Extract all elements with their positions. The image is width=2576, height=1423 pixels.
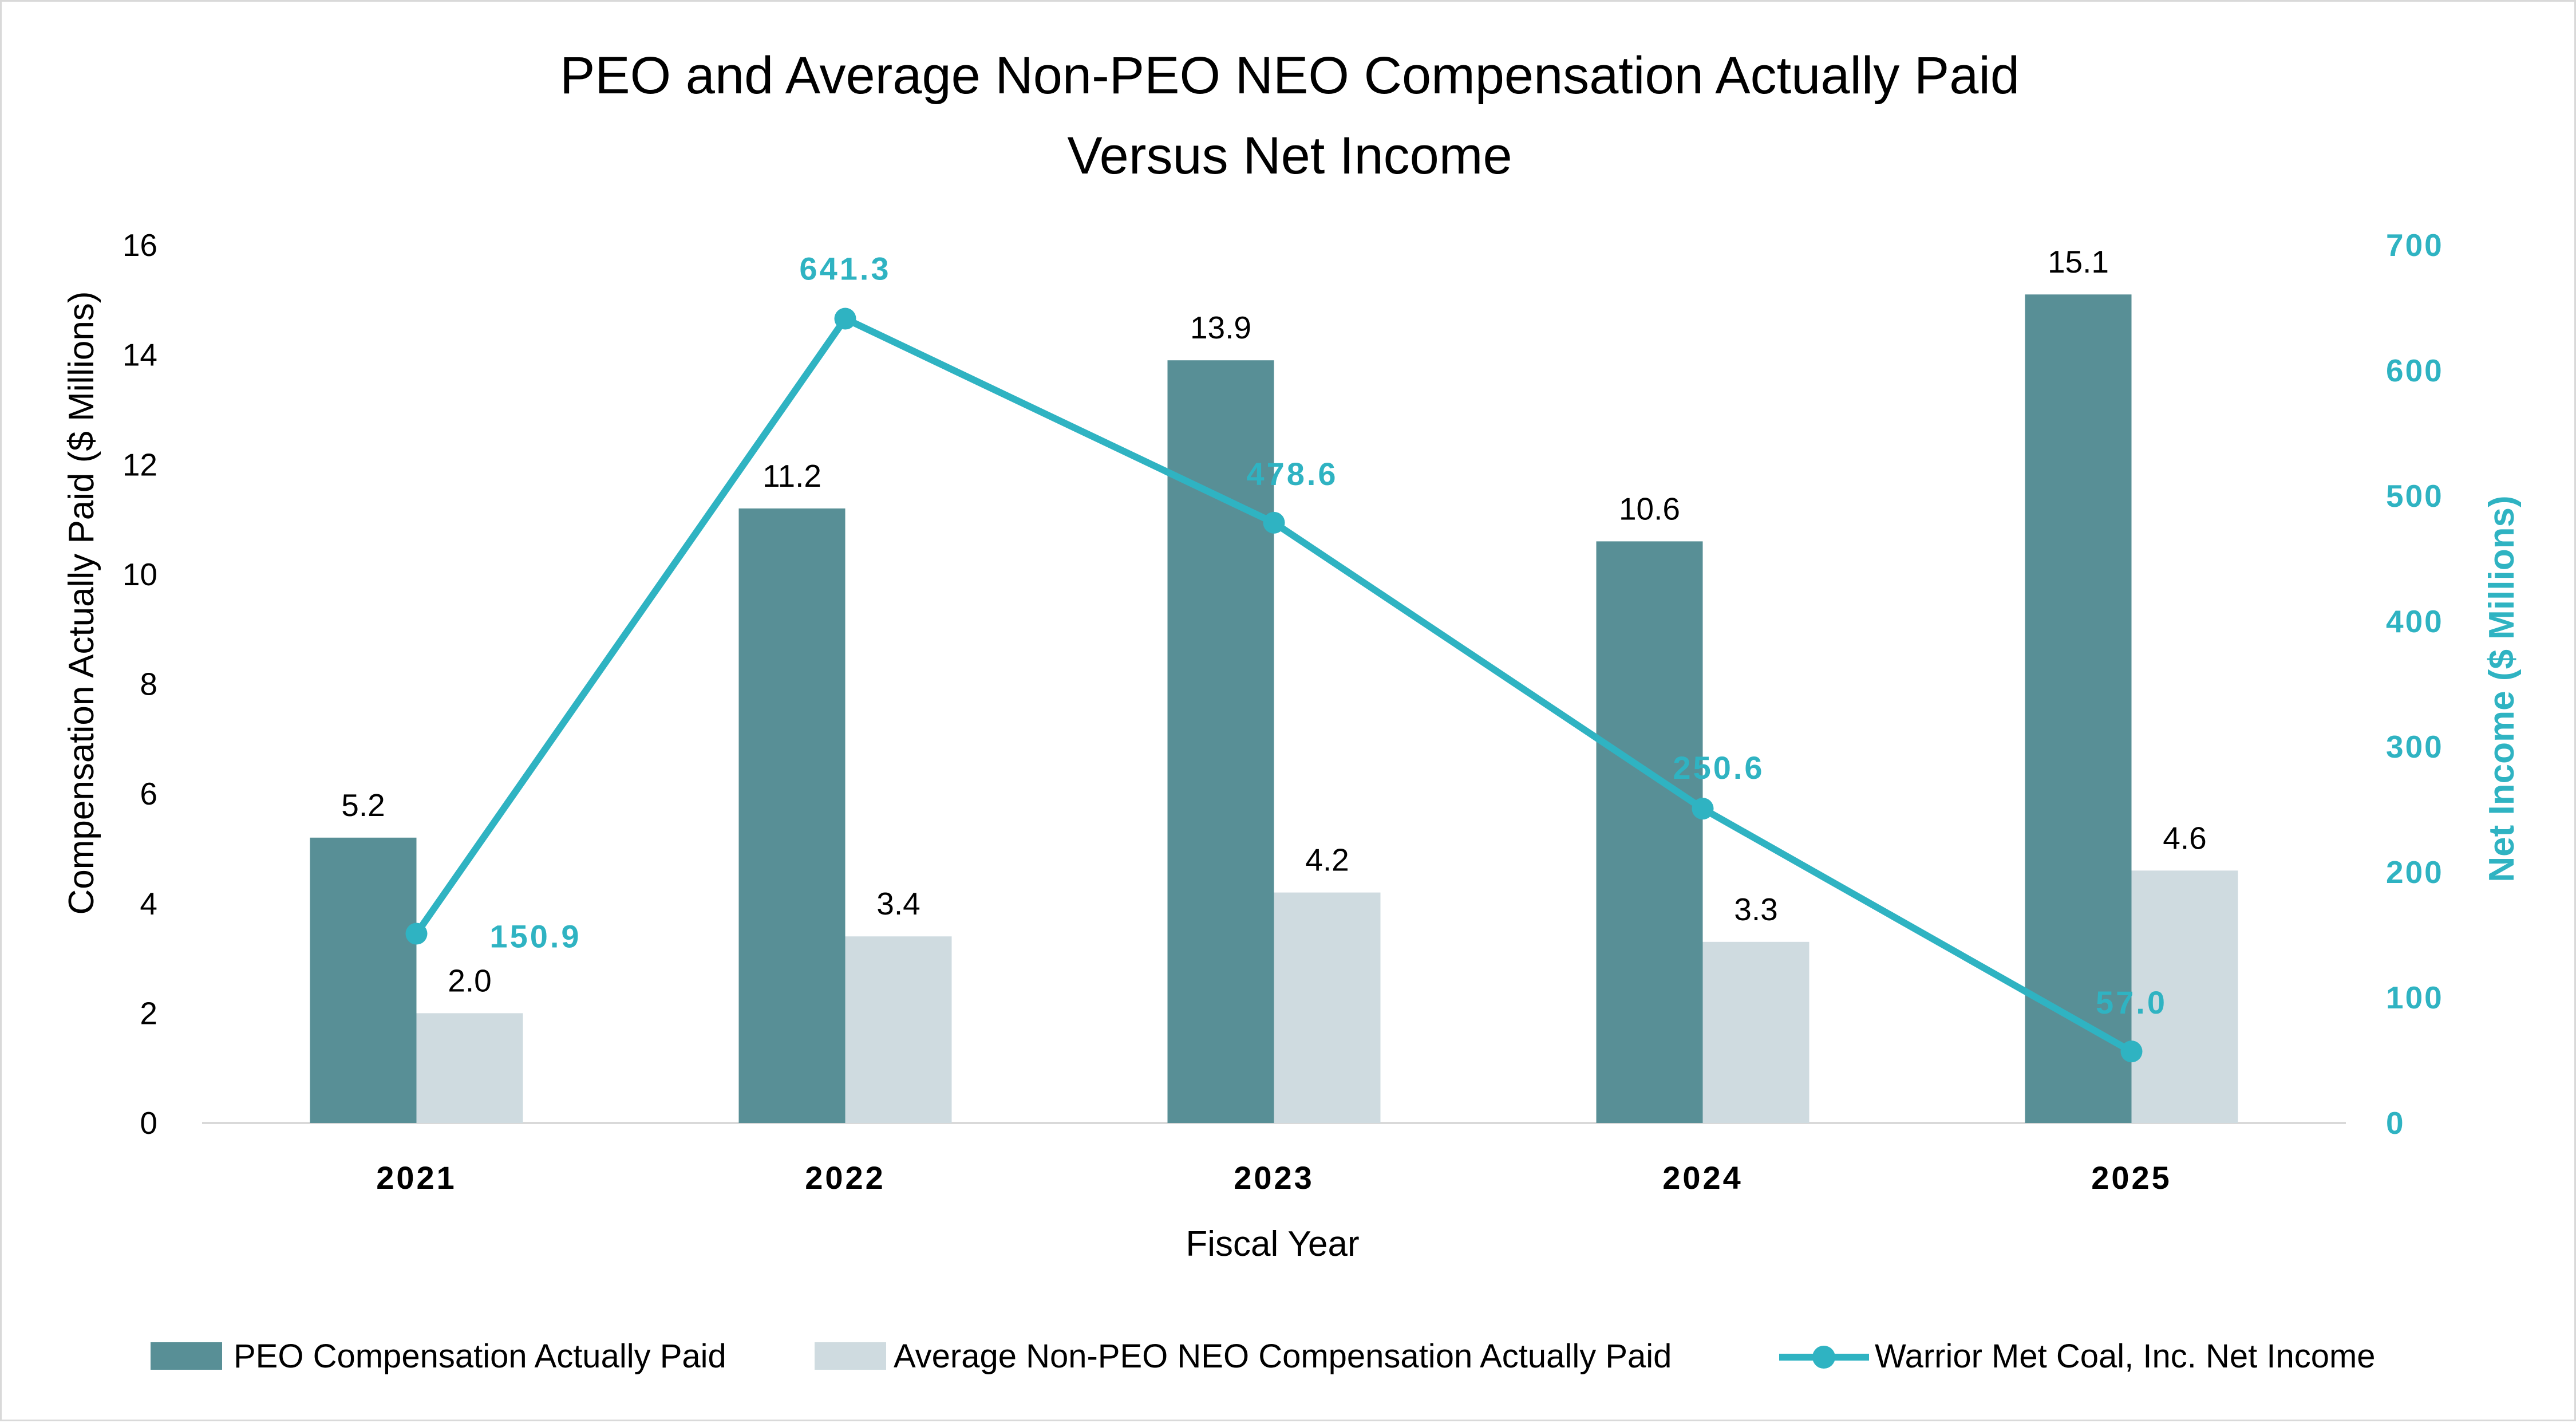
- bar-non-peo-2025: [2131, 870, 2238, 1123]
- net-income-point-2025: [2120, 1040, 2143, 1063]
- bar-label-non-peo-2022: 3.4: [876, 886, 920, 921]
- bar-label-non-peo-2023: 4.2: [1305, 842, 1349, 878]
- bar-non-peo-2024: [1702, 941, 1809, 1123]
- bar-non-peo-2023: [1274, 892, 1381, 1123]
- chart-title-line-2: Versus Net Income: [1067, 127, 1512, 185]
- net-income-label-2023: 478.6: [1246, 456, 1338, 492]
- legend-label-net-income: Warrior Met Coal, Inc. Net Income: [1875, 1338, 2376, 1375]
- y-axis-left-ticks: 0 2 4 6 8 10 12 14 16: [123, 227, 157, 1141]
- legend-label-peo: PEO Compensation Actually Paid: [234, 1338, 726, 1375]
- bar-label-peo-2024: 10.6: [1619, 491, 1680, 526]
- legend-label-non-peo: Average Non-PEO NEO Compensation Actuall…: [894, 1338, 1672, 1375]
- x-tick-2022: 2022: [805, 1160, 886, 1196]
- legend-swatch-peo: [151, 1342, 222, 1370]
- net-income-label-2024: 250.6: [1673, 750, 1764, 786]
- bar-peo-2025: [2025, 294, 2132, 1124]
- bar-peo-2024: [1596, 541, 1703, 1123]
- x-tick-2025: 2025: [2091, 1160, 2172, 1196]
- y-tick-right-7: 700: [2386, 227, 2444, 263]
- bar-label-non-peo-2021: 2.0: [448, 963, 491, 998]
- x-tick-2021: 2021: [376, 1160, 457, 1196]
- y-tick-left-8: 16: [123, 227, 157, 263]
- legend: PEO Compensation Actually Paid Average N…: [151, 1338, 2376, 1375]
- net-income-label-2021: 150.9: [489, 919, 581, 955]
- y-tick-left-5: 10: [123, 557, 157, 592]
- y-axis-label: Compensation Actually Paid ($ Millions): [62, 291, 101, 915]
- y-tick-right-1: 100: [2386, 980, 2444, 1015]
- y-tick-right-4: 400: [2386, 604, 2444, 639]
- chart-title-line-1: PEO and Average Non-PEO NEO Compensation…: [560, 46, 2020, 105]
- y-tick-right-0: 0: [2386, 1105, 2405, 1141]
- x-tick-2024: 2024: [1662, 1160, 1743, 1196]
- y-tick-right-3: 300: [2386, 729, 2444, 764]
- bar-peo-2022: [738, 508, 846, 1123]
- y-tick-left-7: 14: [123, 337, 157, 373]
- bar-label-peo-2021: 5.2: [341, 787, 385, 823]
- y-axis-right-label: Net Income ($ Millions): [2482, 495, 2522, 882]
- y-tick-left-0: 0: [140, 1105, 157, 1141]
- bar-series: 5.2 11.2 13.9 10.6 15.1 2.0 3.4 4.2 3.3 4.6: [310, 244, 2238, 1124]
- net-income-label-2022: 641.3: [799, 251, 891, 287]
- bar-label-non-peo-2024: 3.3: [1734, 892, 1777, 927]
- y-tick-left-3: 6: [140, 776, 157, 811]
- bar-label-peo-2023: 13.9: [1190, 310, 1251, 345]
- x-axis-ticks: 2021 2022 2023 2024 2025: [376, 1160, 2172, 1196]
- bar-non-peo-2022: [845, 936, 952, 1123]
- net-income-point-2021: [405, 923, 428, 945]
- legend-marker-net-income: [1812, 1346, 1835, 1369]
- y-tick-left-1: 2: [140, 995, 157, 1031]
- line-series: 150.9 641.3 478.6 250.6 57.0: [405, 251, 2167, 1063]
- bar-label-peo-2025: 15.1: [2048, 244, 2109, 279]
- x-axis-label: Fiscal Year: [1186, 1224, 1359, 1264]
- y-tick-left-2: 4: [140, 886, 157, 921]
- legend-swatch-non-peo: [815, 1342, 886, 1370]
- bar-peo-2021: [310, 837, 417, 1123]
- bar-label-non-peo-2025: 4.6: [2163, 820, 2206, 856]
- bar-label-peo-2022: 11.2: [762, 458, 821, 494]
- net-income-point-2023: [1263, 511, 1285, 534]
- bar-peo-2023: [1167, 360, 1274, 1123]
- net-income-label-2025: 57.0: [2096, 984, 2167, 1020]
- y-tick-right-6: 600: [2386, 353, 2444, 388]
- x-tick-2023: 2023: [1234, 1160, 1314, 1196]
- y-tick-left-6: 12: [123, 447, 157, 482]
- net-income-point-2022: [834, 308, 856, 330]
- bar-non-peo-2021: [416, 1013, 523, 1123]
- net-income-point-2024: [1692, 798, 1714, 820]
- y-tick-left-4: 8: [140, 667, 157, 702]
- y-axis-right-ticks: 0 100 200 300 400 500 600 700: [2386, 227, 2444, 1141]
- y-tick-right-2: 200: [2386, 854, 2444, 890]
- y-tick-right-5: 500: [2386, 478, 2444, 514]
